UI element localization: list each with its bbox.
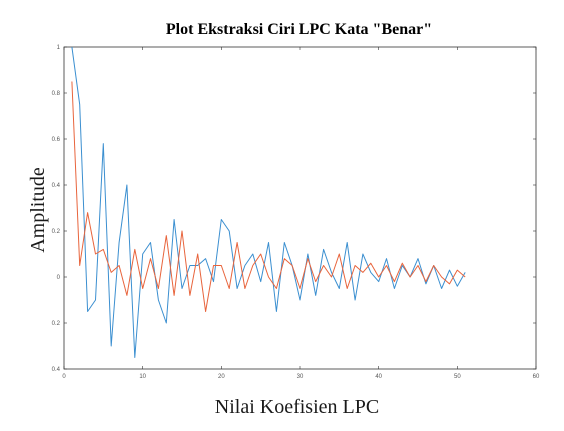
y-tick-label: 0.4 (52, 183, 61, 189)
x-tick-label: 10 (139, 374, 146, 380)
axis-ticks: 0 10 20 30 40 50 60 1 0.8 0.6 0.4 0.2 0 0.2 0.4 (52, 45, 540, 380)
y-tick-label: 0.2 (52, 321, 61, 327)
y-tick-label: 0.6 (52, 137, 61, 143)
y-tick-label: 0 (57, 275, 61, 281)
axes (63, 46, 537, 370)
y-tick-label: 0.8 (52, 91, 61, 97)
series-line-2 (71, 81, 466, 312)
x-tick-label: 50 (454, 374, 461, 380)
x-axis-label: Nilai Koefisien LPC (215, 396, 379, 418)
series-lines (71, 46, 466, 358)
x-tick-label: 20 (218, 374, 225, 380)
x-tick-label: 60 (533, 374, 540, 380)
chart-title: Plot Ekstraksi Ciri LPC Kata "Benar" (166, 21, 432, 38)
y-tick-label: 1 (57, 45, 61, 51)
x-tick-label: 40 (375, 374, 382, 380)
x-tick-label: 30 (297, 374, 304, 380)
y-tick-label: 0.2 (52, 229, 61, 235)
plot-area-box (63, 46, 537, 370)
series-line-1 (71, 46, 466, 358)
y-tick-label: 0.4 (52, 367, 61, 373)
y-axis-label: Amplitude (27, 167, 49, 253)
x-tick-label: 0 (62, 374, 66, 380)
